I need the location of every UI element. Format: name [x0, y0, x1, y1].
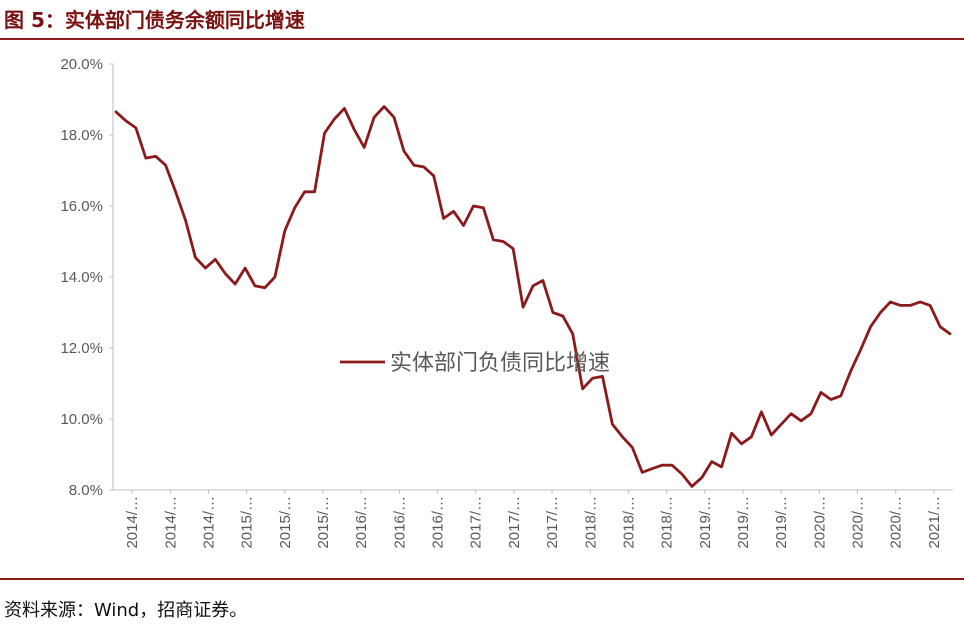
y-tick-label: 10.0% [60, 411, 103, 428]
legend: 实体部门负债同比增速 [340, 351, 610, 376]
x-tick-label: 2017/… [506, 496, 523, 549]
y-tick-label: 14.0% [60, 269, 103, 286]
footer-rule [0, 578, 964, 580]
x-tick-label: 2014/… [200, 496, 217, 549]
x-tick-label: 2018/… [582, 496, 599, 549]
x-tick-label: 2016/… [430, 496, 447, 549]
legend-label: 实体部门负债同比增速 [390, 351, 610, 376]
series-line [114, 105, 952, 488]
y-tick-label: 8.0% [69, 482, 103, 499]
y-tick-label: 12.0% [60, 340, 103, 357]
x-tick-label: 2017/… [544, 496, 561, 549]
x-tick-label: 2016/… [353, 496, 370, 549]
x-tick-label: 2020/… [888, 496, 905, 549]
x-tick-label: 2020/… [850, 496, 867, 549]
x-tick-label: 2015/… [277, 496, 294, 549]
figure-title: 图 5：实体部门债务余额同比增速 [4, 8, 305, 32]
x-tick-label: 2015/… [315, 496, 332, 549]
x-tick-label: 2021/… [926, 496, 943, 549]
title-rule [0, 38, 964, 40]
x-tick-label: 2019/… [697, 496, 714, 549]
x-tick-label: 2014/… [124, 496, 141, 549]
y-axis: 20.0% 18.0% 16.0% 14.0% 12.0% 10.0% 8.0% [60, 56, 114, 499]
y-tick-label: 16.0% [60, 198, 103, 215]
plot-area [114, 105, 952, 488]
y-tick-label: 20.0% [60, 56, 103, 73]
x-tick-label: 2016/… [391, 496, 408, 549]
x-tick-label: 2019/… [735, 496, 752, 549]
y-tick-label: 18.0% [60, 127, 103, 144]
x-tick-label: 2017/… [468, 496, 485, 549]
x-tick-label: 2019/… [773, 496, 790, 549]
x-tick-label: 2018/… [620, 496, 637, 549]
x-tick-label: 2015/… [239, 496, 256, 549]
x-axis: 2014/… 2014/… 2014/… 2015/… 2015/… 2015/… 2016… [113, 489, 953, 549]
x-tick-label: 2018/… [659, 496, 676, 549]
x-tick-label: 2020/… [811, 496, 828, 549]
x-tick-label: 2014/… [162, 496, 179, 549]
source-note: 资料来源：Wind，招商证券。 [4, 600, 248, 621]
